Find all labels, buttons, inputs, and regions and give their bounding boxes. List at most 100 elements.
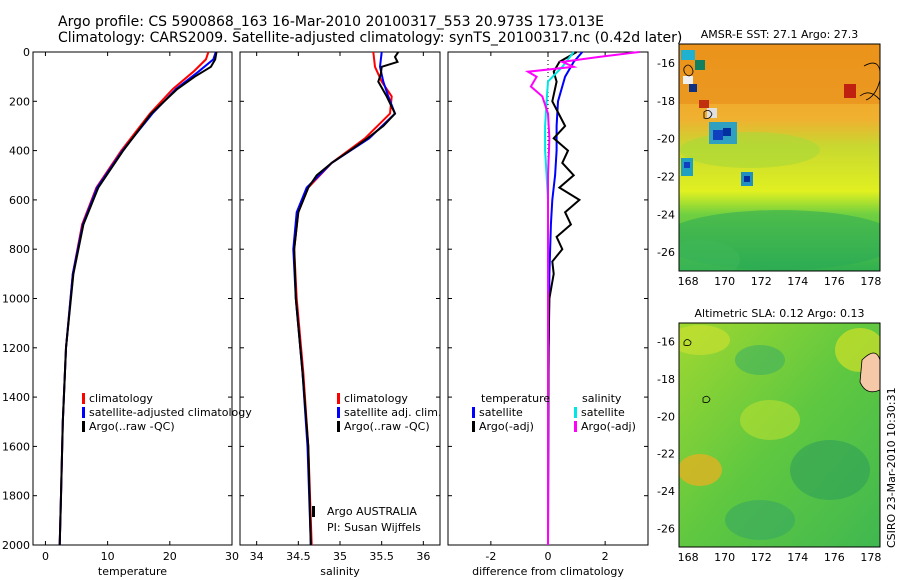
depth-tick-label: 0 [23,46,30,59]
map-x-tick-label: 172 [751,275,772,288]
annotation: PI: Susan Wijffels [327,521,421,534]
sst-cold-patch [679,240,740,271]
series-temperature-argo-adj- [547,51,582,546]
legend-label: climatology [344,392,408,405]
map-x-tick-label: 174 [787,275,808,288]
legend-label: salinity [582,392,622,405]
legend-label: Argo(..raw -QC) [344,420,430,433]
legend-label: satellite [479,406,523,419]
x-tick-label: 35 [333,550,347,563]
map-y-tick-label: -16 [657,336,675,349]
legend-swatch [82,393,85,404]
depth-tick-label: 600 [9,194,30,207]
depth-tick-label: 800 [9,243,30,256]
profile-panel-3: -2 0 2 difference from climatology [447,51,649,578]
x-axis-label: difference from climatology [472,565,624,578]
legend-swatch [472,421,475,432]
map-y-tick-label: -22 [657,448,675,461]
legend-label: satellite adj. clim. [344,406,441,419]
legend-label: climatology [89,392,153,405]
sst-coastlines [683,62,880,119]
legend-label: satellite [581,406,625,419]
series-salinity-argo-adj- [524,51,640,545]
map-y-tick-label: -18 [657,95,675,108]
sla-low-patch [725,500,795,540]
map-y-tick-label: -18 [657,373,675,386]
sla-low-patch [790,440,870,500]
legend-swatch [574,421,577,432]
depth-tick-label: 1600 [2,440,30,453]
map-title: Altimetric SLA: 0.12 Argo: 0.13 [694,307,864,320]
sla-high-patch [679,454,722,486]
map-y-tick-label: -26 [657,522,675,535]
map-x-tick-label: 172 [751,551,772,564]
sla-high-patch [679,325,730,355]
legend-label: satellite-adjusted climatology [89,406,252,419]
panel-frame [239,51,441,546]
depth-tick-label: 1200 [2,342,30,355]
map-x-tick-label: 178 [860,275,881,288]
sst-cool-patch [680,132,820,168]
series-argo [293,51,400,546]
side-timestamp: CSIRO 23-Mar-2010 10:30:31 [885,387,898,548]
sla-map [678,322,881,548]
legend-label: Argo(..raw -QC) [89,420,175,433]
x-tick-label: 34.5 [286,550,311,563]
map-x-tick-label: 168 [678,551,699,564]
map-x-tick-label: 176 [824,275,845,288]
legend-label: temperature [481,392,550,405]
legend-swatch [82,407,85,418]
legend-swatch [574,407,577,418]
depth-tick-label: 1800 [2,490,30,503]
header-line-1: Argo profile: CS 5900868_163 16-Mar-2010… [58,14,605,30]
x-tick-label: 0 [545,550,552,563]
x-tick-label: -2 [485,550,496,563]
map-title: AMSR-E SST: 27.1 Argo: 27.3 [701,28,859,41]
sla-high-patch [740,400,800,440]
map-x-tick-label: 168 [678,275,699,288]
map-y-tick-label: -24 [657,485,675,498]
map-axes-2: Altimetric SLA: 0.12 Argo: 0.13 168 170 172… [657,307,881,564]
map-y-tick-label: -22 [657,170,675,183]
map-axes-1: AMSR-E SST: 27.1 Argo: 27.3 168 170 172 174 1… [657,28,881,288]
legend-swatch [337,421,340,432]
legend-swatch [337,393,340,404]
map-y-tick-label: -16 [657,57,675,70]
x-axis-label: salinity [320,565,360,578]
sla-coastlines [683,339,880,403]
legend-swatch [82,421,85,432]
series-climatology [58,51,210,546]
x-tick-label: 10 [101,550,115,563]
map-x-tick-label: 170 [714,275,735,288]
x-tick-label: 35.5 [369,550,394,563]
depth-tick-label: 1400 [2,391,30,404]
legend-label: Argo(-adj) [479,420,534,433]
header-line-2: Climatology: CARS2009. Satellite-adjuste… [58,30,683,46]
map-y-tick-label: -26 [657,246,675,259]
legend-swatch [472,407,475,418]
x-axis-label: temperature [98,565,167,578]
depth-tick-label: 1000 [2,293,30,306]
x-tick-label: 0 [42,550,49,563]
legend-label: Argo(-adj) [581,420,636,433]
profile-panel-2: 34 34.5 35 35.5 36 salinity [239,51,441,578]
sst-map-frame [678,43,881,272]
annotation: Argo AUSTRALIA [327,505,417,518]
profile-panel-1: 0 10 20 30 0 200 400 600 800 1000 1200 1400 1600 1800… [2,46,239,578]
panel-frame [32,51,233,546]
sst-map [678,43,881,272]
depth-tick-label: 400 [9,145,30,158]
sla-map-frame [678,322,881,548]
series-satellite [58,51,217,546]
map-x-tick-label: 176 [824,551,845,564]
sla-low-patch [735,345,785,375]
sst-cloud-pixels [681,50,856,186]
map-x-tick-label: 174 [787,551,808,564]
depth-tick-label: 2000 [2,539,30,552]
series-argo [58,51,218,546]
legend-swatch [312,506,315,517]
map-y-tick-label: -24 [657,208,675,221]
map-x-tick-label: 170 [714,551,735,564]
